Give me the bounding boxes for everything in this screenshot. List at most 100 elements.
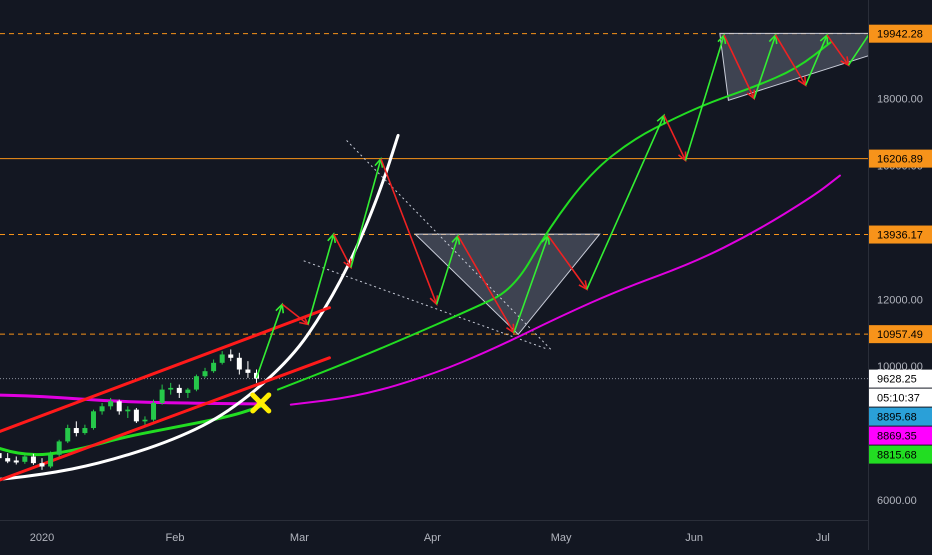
candle-body [228, 354, 234, 358]
price-tag-ma-green [869, 445, 932, 464]
time-tick-label: 2020 [30, 532, 54, 544]
candle-body [202, 371, 208, 377]
dotted-trendline [346, 140, 553, 352]
candle-body [56, 441, 62, 455]
price-tag-label: 9628.25 [877, 374, 917, 386]
series-ma-magenta-long [0, 393, 263, 406]
series-channel-upper [0, 306, 331, 433]
projection-arrow-shaft [804, 34, 828, 86]
time-tick-label: Jun [685, 532, 703, 544]
candle-body [219, 354, 225, 363]
projection-arrow-shaft [435, 235, 459, 305]
projection-arrow-shaft [547, 235, 588, 290]
candle-body [245, 369, 251, 373]
price-tag-ma-blue [869, 407, 932, 426]
series-ma-green-projection [276, 40, 833, 391]
projection-arrow-shaft [723, 34, 755, 99]
time-tick-label: May [551, 532, 572, 544]
candle-body [176, 387, 182, 393]
price-tag-ma-magenta [869, 426, 932, 445]
level-price-label: 16206.89 [877, 154, 923, 166]
candle-body [73, 428, 79, 434]
price-tick-label: 18000.00 [877, 94, 923, 106]
series-channel-lower [0, 356, 331, 482]
price-axis[interactable]: 6000.0010000.0012000.0016000.0018000.001… [868, 0, 932, 550]
dotted-trendlines-layer [303, 140, 553, 352]
candle-body [13, 460, 19, 463]
triangles-layer [414, 32, 868, 336]
time-tick-label: Mar [290, 532, 309, 544]
candle-body [236, 357, 242, 370]
candle-body [193, 376, 199, 390]
price-tag-last-price [869, 369, 932, 388]
projection-arrow-shaft [255, 304, 283, 379]
projection-arrow-shaft [457, 235, 515, 334]
time-tick-label: Apr [424, 532, 441, 544]
time-tick-label: Jul [816, 532, 830, 544]
series-ma-green [0, 404, 263, 457]
series-ma-magenta-long-projection [289, 174, 841, 406]
series-layer [0, 40, 841, 482]
projection-arrow-head [840, 56, 850, 67]
price-axis-background [868, 0, 932, 550]
candle-body [30, 456, 36, 464]
candle-body [22, 456, 28, 462]
candle-body [211, 362, 217, 372]
projection-arrow-shaft [753, 34, 777, 99]
candle-body [65, 428, 71, 442]
projection-arrow-shaft [513, 235, 549, 333]
projection-arrow-shaft [350, 158, 382, 268]
price-tag-label: 8895.68 [877, 412, 917, 424]
time-axis[interactable]: 2020 Feb Mar Apr May Jun Jul [0, 520, 868, 545]
markers-layer [250, 392, 272, 414]
candles-layer [0, 349, 259, 470]
price-tag-label: 8869.35 [877, 431, 917, 443]
price-tag-countdown [869, 388, 932, 407]
projection-arrow-shaft [826, 34, 850, 66]
series-parabola [0, 133, 400, 481]
projection-arrow-shaft [281, 303, 309, 325]
candle-body [142, 419, 148, 422]
candle-body [82, 428, 88, 434]
candle-body [151, 402, 157, 420]
arrows-layer [255, 33, 868, 379]
candle-body [5, 458, 11, 462]
candle-body [185, 389, 191, 393]
x-marker-stroke [250, 392, 272, 414]
projection-arrow-shaft [684, 34, 725, 161]
candle-body [133, 409, 139, 422]
candle-body [159, 389, 165, 403]
projection-arrow-shaft [586, 115, 665, 290]
projection-arrow-shaft [847, 34, 868, 66]
candle-body [125, 409, 131, 412]
dotted-trendline [303, 260, 549, 350]
level-price-label: 10957.49 [877, 329, 923, 341]
price-tick-label: 12000.00 [877, 294, 923, 306]
level-price-tag [869, 24, 932, 43]
projection-arrow-shaft [333, 233, 352, 268]
projection-arrow-shaft [307, 233, 335, 325]
candle-body [90, 411, 96, 429]
time-tick-label: Feb [166, 532, 185, 544]
price-tag-label: 05:10:37 [877, 393, 920, 405]
level-price-tag [869, 149, 932, 168]
projection-arrow-shaft [663, 115, 687, 161]
candle-body [39, 463, 45, 467]
price-tag-label: 8815.68 [877, 450, 917, 462]
candle-body [116, 401, 122, 412]
level-price-label: 19942.28 [877, 29, 923, 41]
projection-arrow-shaft [774, 34, 807, 86]
level-price-label: 13936.17 [877, 230, 923, 242]
triangle-pattern [414, 233, 601, 336]
price-tick-label: 6000.00 [877, 495, 917, 507]
level-price-tag [869, 325, 932, 344]
candle-body [108, 401, 114, 407]
candle-body [168, 387, 174, 390]
candle-body [0, 453, 2, 459]
projection-arrow-shaft [380, 158, 438, 305]
candle-body [48, 454, 54, 467]
level-price-tag [869, 225, 932, 244]
candle-body [99, 406, 105, 412]
